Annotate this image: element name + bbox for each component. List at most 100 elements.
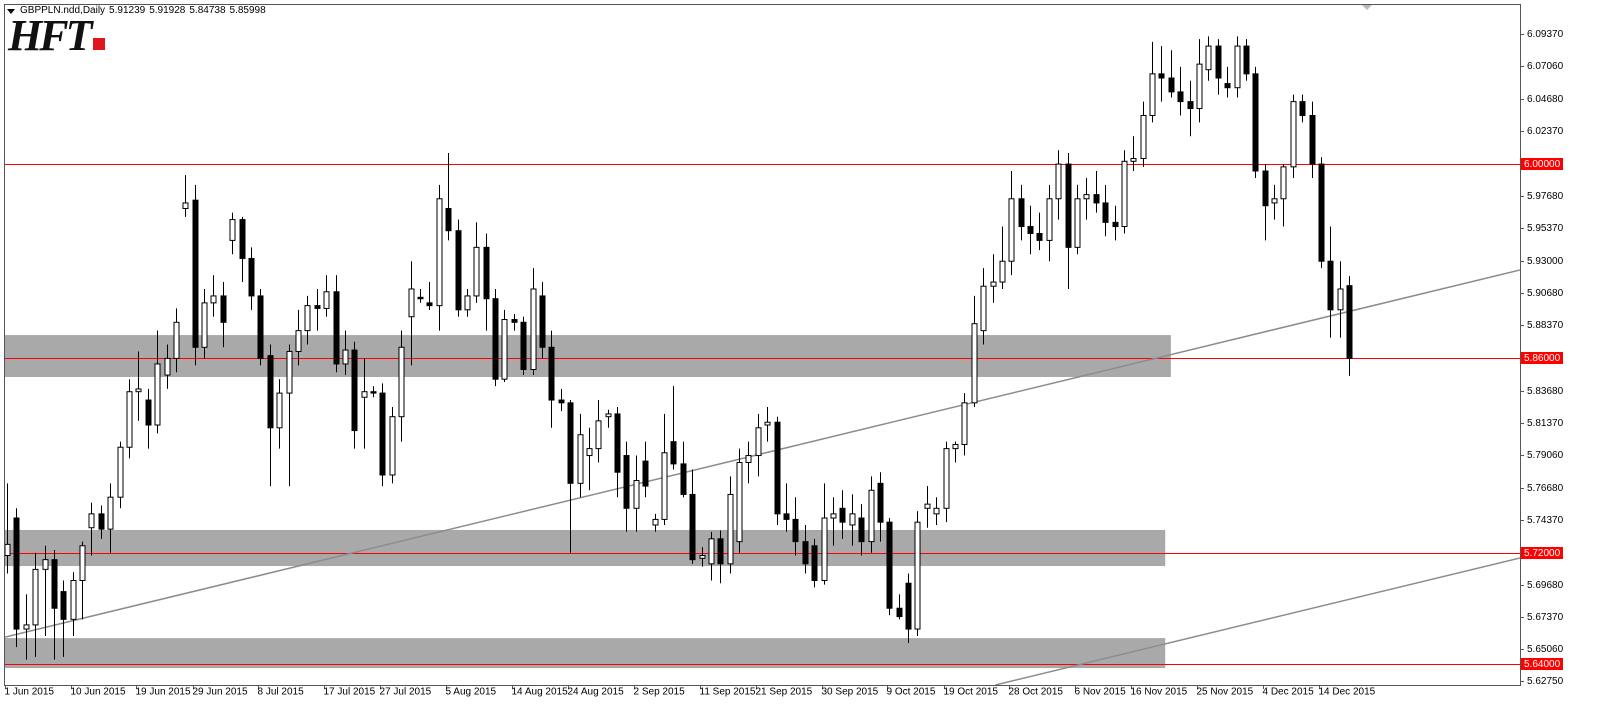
level-label: 6.00000 bbox=[1524, 159, 1561, 170]
candle-body bbox=[896, 607, 903, 618]
candle-body bbox=[605, 413, 612, 418]
candle-body bbox=[295, 330, 302, 352]
candle-body bbox=[802, 541, 809, 565]
candle-body bbox=[361, 391, 368, 398]
x-tick-label: 30 Sep 2015 bbox=[822, 687, 879, 698]
x-tick-label: 16 Nov 2015 bbox=[1131, 687, 1188, 698]
x-tick-label: 10 Jun 2015 bbox=[71, 687, 126, 698]
y-tick-label: 5.83680 bbox=[1527, 386, 1564, 397]
trendline bbox=[5, 269, 1520, 638]
candle-body bbox=[764, 421, 771, 426]
candle-body bbox=[107, 496, 114, 530]
candle-body bbox=[1234, 45, 1241, 89]
plot-border bbox=[4, 4, 1521, 686]
candle-body bbox=[1243, 45, 1250, 75]
y-tick-label: 6.07060 bbox=[1527, 61, 1564, 72]
candle-body bbox=[117, 446, 124, 498]
candle-body bbox=[1130, 158, 1137, 162]
candle-body bbox=[905, 582, 912, 630]
candle-body bbox=[548, 346, 555, 401]
candle-body bbox=[839, 507, 846, 523]
level-label-bg bbox=[1521, 158, 1563, 170]
candle-body bbox=[267, 355, 274, 429]
candle-body bbox=[154, 363, 161, 426]
candle-body bbox=[577, 434, 584, 484]
candle-body bbox=[135, 388, 142, 393]
candle-body bbox=[868, 489, 875, 543]
candle-body bbox=[1327, 260, 1334, 311]
candle-body bbox=[23, 624, 30, 630]
candle-body bbox=[13, 517, 20, 630]
candle-body bbox=[943, 448, 950, 509]
x-tick-label: 2 Sep 2015 bbox=[634, 687, 686, 698]
level-label-bg bbox=[1521, 547, 1563, 559]
candle-body bbox=[811, 545, 818, 581]
candle-body bbox=[1337, 288, 1344, 311]
candle-body bbox=[173, 321, 180, 359]
candle-body bbox=[1027, 226, 1034, 234]
candle-body bbox=[595, 420, 602, 450]
candle-body bbox=[633, 480, 640, 509]
candle-body bbox=[492, 298, 499, 380]
candle-body bbox=[417, 296, 424, 300]
candle-body bbox=[1215, 45, 1222, 79]
candle-body bbox=[314, 305, 321, 309]
candle-body bbox=[1168, 77, 1175, 93]
y-tick-label: 5.90680 bbox=[1527, 288, 1564, 299]
candle-body bbox=[990, 281, 997, 287]
candle-body bbox=[51, 559, 58, 609]
x-tick-label: 17 Jul 2015 bbox=[324, 687, 376, 698]
y-tick-label: 6.09370 bbox=[1527, 29, 1564, 40]
candle-body bbox=[1187, 101, 1194, 110]
candle-body bbox=[1093, 194, 1100, 204]
candle-body bbox=[32, 568, 39, 626]
candle-body bbox=[736, 461, 743, 543]
candle-body bbox=[999, 260, 1006, 283]
y-tick-label: 5.93000 bbox=[1527, 256, 1564, 267]
candle-body bbox=[248, 257, 255, 297]
candle-body bbox=[1074, 198, 1081, 248]
candle-body bbox=[774, 421, 781, 515]
candle-body bbox=[126, 391, 133, 448]
candle-body bbox=[473, 246, 480, 297]
candle-body bbox=[1309, 114, 1316, 165]
candle-body bbox=[652, 518, 659, 526]
candle-body bbox=[717, 538, 724, 565]
y-tick-label: 5.69680 bbox=[1527, 580, 1564, 591]
candle-body bbox=[42, 559, 49, 570]
candle-body bbox=[830, 513, 837, 519]
candle-body bbox=[1018, 198, 1025, 228]
candle-body bbox=[351, 349, 358, 432]
candle-body bbox=[1046, 198, 1053, 241]
candle-body bbox=[1224, 83, 1231, 89]
x-tick-label: 9 Oct 2015 bbox=[887, 687, 936, 698]
support-zone bbox=[5, 529, 1166, 567]
candle-body bbox=[370, 391, 377, 394]
candle-body bbox=[286, 350, 293, 394]
header: GBPPLN.ndd,Daily 5.91239 5.91928 5.84738 5.8… bbox=[20, 5, 270, 16]
candle-body bbox=[783, 513, 790, 520]
candle-body bbox=[914, 521, 921, 630]
candle-body bbox=[586, 448, 593, 457]
support-zone bbox=[5, 335, 1171, 377]
logo: HFT bbox=[8, 14, 106, 58]
candle-body bbox=[276, 392, 283, 429]
level-label: 5.72000 bbox=[1524, 548, 1561, 559]
x-tick-label: 14 Aug 2015 bbox=[512, 687, 569, 698]
x-tick-label: 24 Aug 2015 bbox=[568, 687, 625, 698]
candle-body bbox=[1140, 114, 1147, 160]
x-tick-label: 6 Nov 2015 bbox=[1075, 687, 1127, 698]
candle-body bbox=[614, 413, 621, 473]
candle-body bbox=[680, 463, 687, 495]
scroll-marker bbox=[1362, 5, 1372, 10]
x-tick-label: 11 Sep 2015 bbox=[700, 687, 756, 698]
candle-body bbox=[1196, 63, 1203, 110]
candle-body bbox=[5, 543, 11, 556]
candle-body bbox=[1252, 73, 1259, 172]
candle-body bbox=[333, 291, 340, 365]
candle-body bbox=[1290, 101, 1297, 168]
candle-body bbox=[389, 416, 396, 476]
candle-body bbox=[145, 399, 152, 426]
candle-body bbox=[408, 288, 415, 318]
